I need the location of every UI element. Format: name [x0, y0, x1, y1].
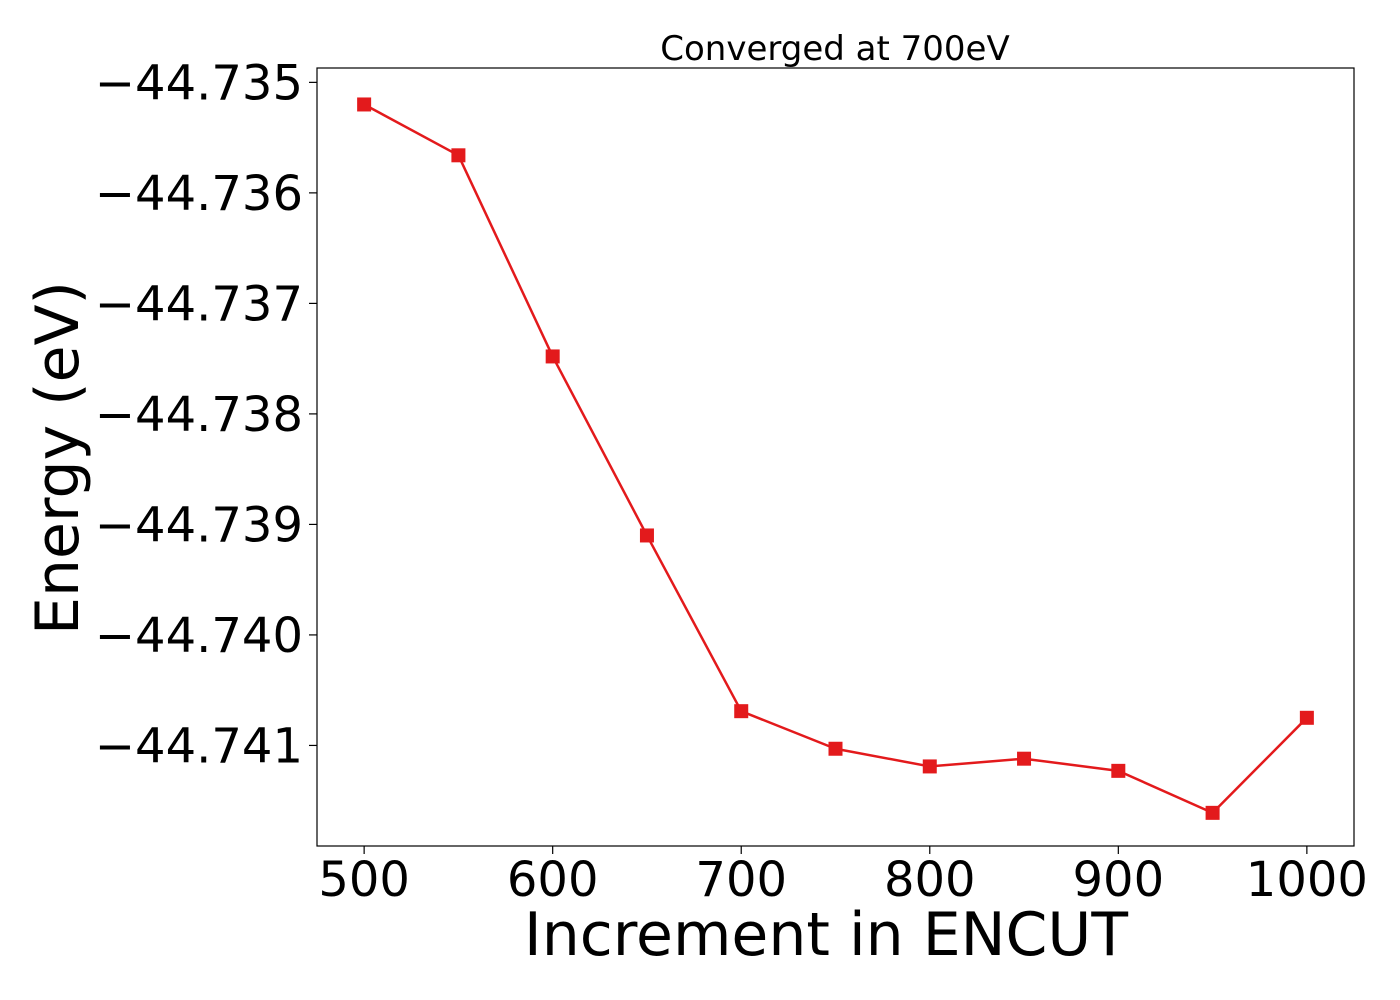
data-point: [734, 704, 749, 719]
data-point: [639, 528, 654, 543]
data-point: [1111, 763, 1126, 778]
data-point: [1299, 710, 1314, 725]
y-tick-label: −44.737: [95, 276, 303, 332]
data-point: [922, 759, 937, 774]
plot-area: [357, 97, 1314, 820]
y-tick-label: −44.739: [95, 497, 303, 553]
x-tick-label: 500: [318, 852, 410, 908]
data-point: [451, 148, 466, 163]
chart-title: Converged at 700eV: [660, 29, 1009, 69]
data-point: [1205, 805, 1220, 820]
y-tick-label: −44.740: [95, 608, 303, 664]
y-tick-label: −44.736: [95, 166, 303, 222]
plot-frame: [316, 67, 1355, 847]
y-axis: −44.735 −44.736 −44.737 −44.738 −44.739 −44.7…: [95, 55, 317, 774]
data-point: [357, 97, 372, 112]
x-tick-label: 700: [695, 852, 787, 908]
x-tick-label: 600: [507, 852, 599, 908]
x-tick-label: 900: [1073, 852, 1165, 908]
x-tick-label: 1000: [1246, 852, 1368, 908]
data-point: [545, 349, 560, 364]
x-axis: 500 600 700 800 900 1000: [318, 846, 1368, 908]
y-axis-label: Energy (eV): [23, 281, 93, 635]
x-axis-label: Increment in ENCUT: [524, 900, 1128, 970]
data-point: [828, 741, 843, 756]
y-tick-label: −44.735: [95, 55, 303, 111]
y-tick-label: −44.738: [95, 387, 303, 443]
y-tick-label: −44.741: [95, 718, 303, 774]
x-tick-label: 800: [884, 852, 976, 908]
data-point: [1017, 751, 1032, 766]
